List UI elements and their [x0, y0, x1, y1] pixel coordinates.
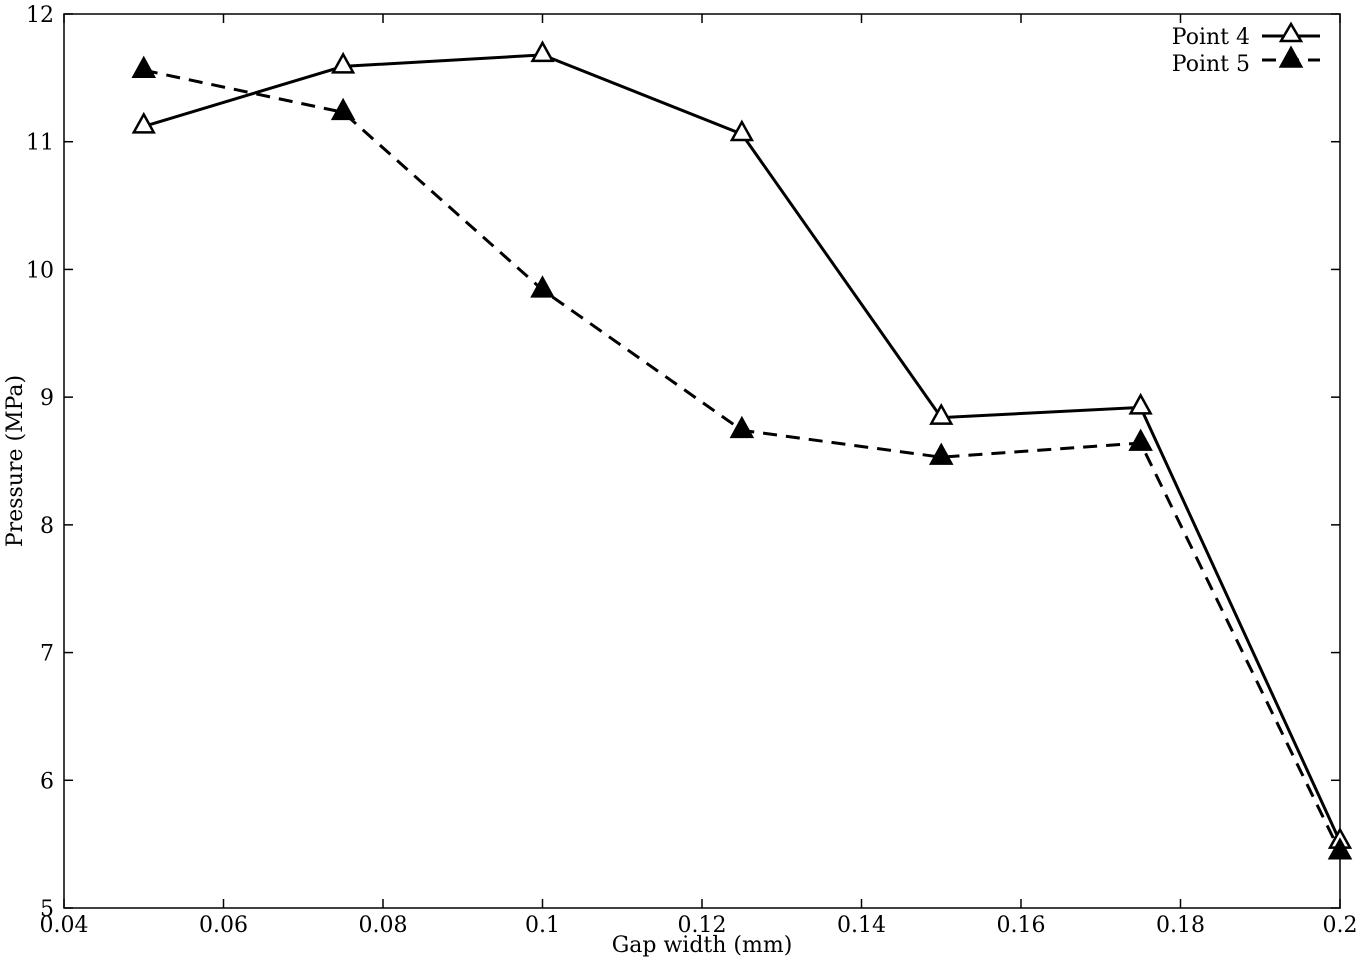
x-tick-label: 0.06 — [199, 913, 248, 938]
x-tick-label: 0.18 — [1156, 913, 1205, 938]
x-tick-label: 0.1 — [525, 913, 560, 938]
legend-marker-point-5 — [1278, 45, 1304, 68]
legend-marker-point-4 — [1278, 21, 1304, 43]
data-point-point-5 — [928, 442, 954, 465]
series-lines — [143, 53, 1342, 853]
data-point-point-5 — [1128, 428, 1153, 451]
axis-ticks — [63, 13, 1341, 909]
x-tick-label: 0.16 — [997, 913, 1046, 938]
x-axis-label: Gap width (mm) — [612, 933, 793, 958]
data-point-point-5 — [131, 55, 157, 78]
y-tick-label: 5 — [40, 897, 54, 922]
data-point-point-4 — [929, 403, 954, 425]
data-point-point-5 — [729, 415, 755, 439]
x-tick-label: 0.08 — [359, 913, 408, 938]
y-tick-label: 12 — [26, 3, 54, 28]
y-axis-label: Pressure (MPa) — [3, 375, 28, 547]
y-tick-label: 7 — [40, 642, 54, 667]
series-line-point-4 — [143, 53, 1342, 843]
y-tick-label: 10 — [26, 258, 54, 283]
series-line-point-5 — [143, 68, 1342, 853]
data-point-point-4 — [131, 111, 156, 134]
data-point-point-4 — [729, 119, 754, 142]
x-tick-label: 0.2 — [1323, 913, 1358, 938]
x-tick-labels: 0.04 0.06 0.08 0.1 0.12 0.14 0.16 0.18 0.2 — [40, 913, 1358, 938]
y-tick-label: 6 — [40, 769, 54, 794]
y-tick-label: 11 — [26, 131, 54, 156]
x-tick-label: 0.12 — [678, 913, 727, 938]
data-point-point-5 — [330, 97, 356, 121]
data-point-point-4 — [331, 51, 356, 74]
y-tick-label: 8 — [40, 514, 54, 539]
data-point-point-4 — [1128, 392, 1153, 415]
y-tick-labels: 5 6 7 8 9 10 11 12 — [26, 3, 54, 922]
legend-label-point-4: Point 4 — [1172, 25, 1250, 50]
x-tick-label: 0.04 — [40, 913, 89, 938]
legend-label-point-5: Point 5 — [1172, 52, 1250, 77]
series-markers — [131, 40, 1353, 860]
y-tick-label: 9 — [40, 386, 54, 411]
data-point-point-4 — [530, 40, 555, 63]
legend: Point 4 Point 5 — [1172, 21, 1320, 77]
x-tick-label: 0.14 — [837, 913, 886, 938]
data-point-point-5 — [1327, 837, 1353, 860]
data-point-point-5 — [530, 275, 555, 298]
